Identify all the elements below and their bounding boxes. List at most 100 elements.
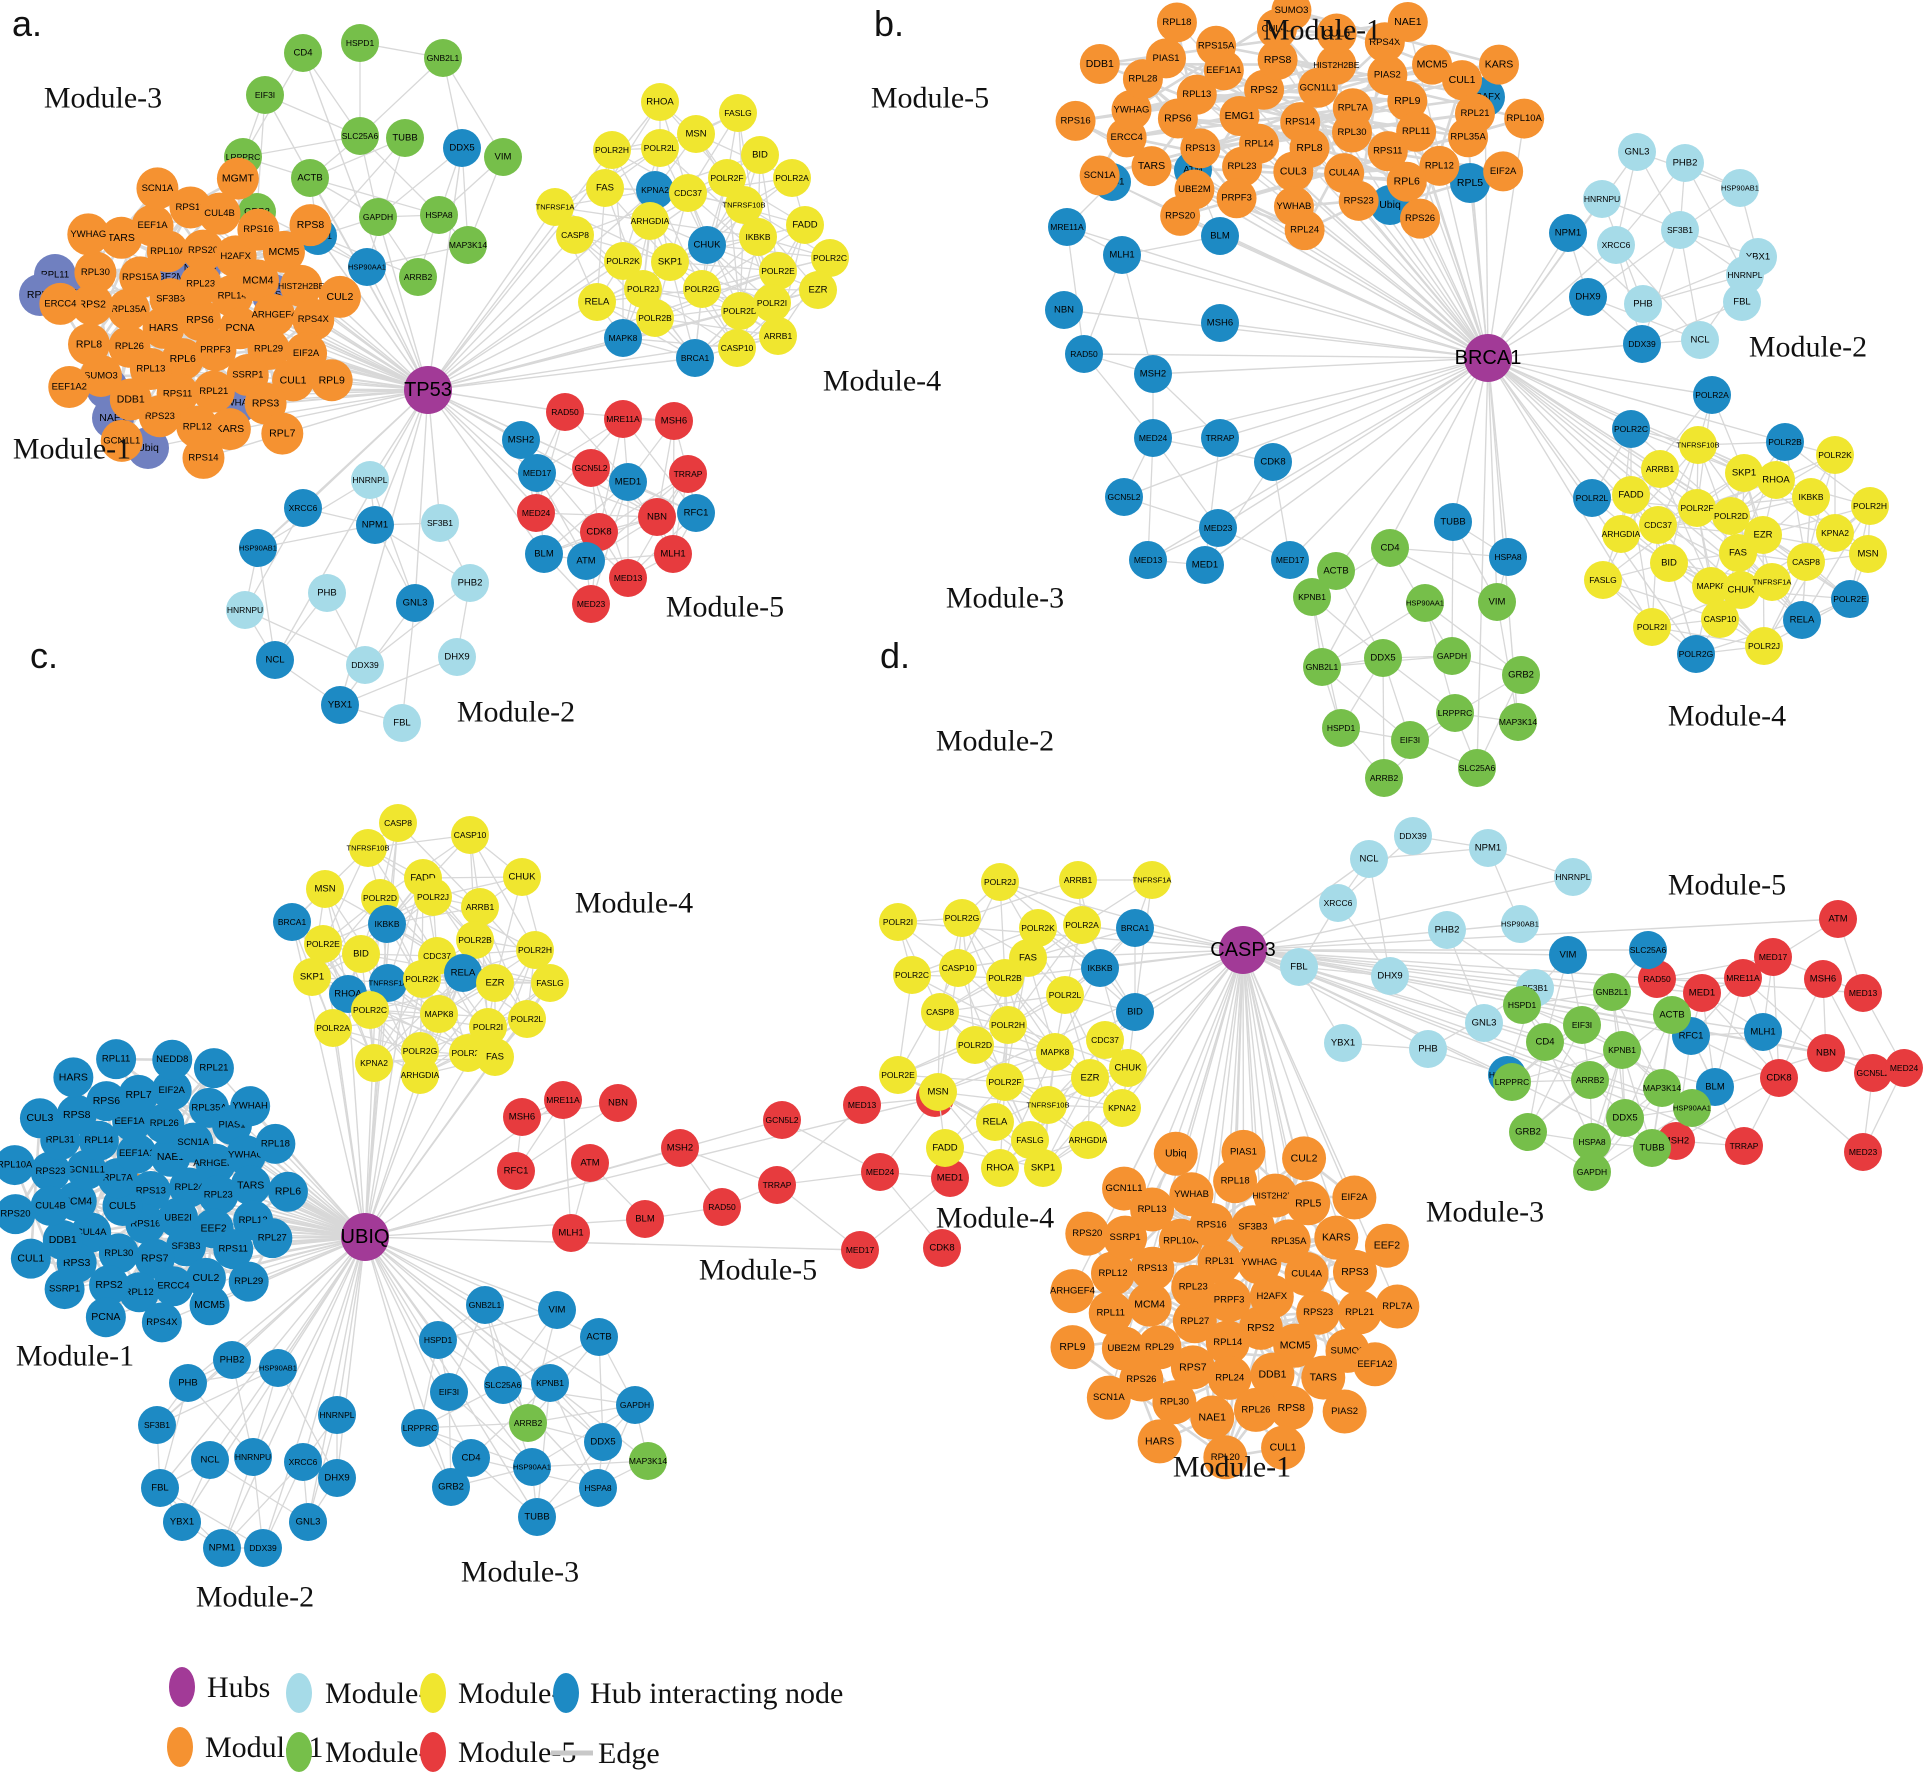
node-BRCA1[interactable]: BRCA1 <box>273 903 311 941</box>
node-MED23[interactable]: MED23 <box>572 585 610 623</box>
node-FBL[interactable]: FBL <box>141 1469 179 1507</box>
node-HSPD1[interactable]: HSPD1 <box>1503 986 1541 1024</box>
node-HNRNPL[interactable]: HNRNPL <box>318 1396 356 1434</box>
node-VIM[interactable]: VIM <box>484 138 522 176</box>
node-CUL3[interactable]: CUL3 <box>19 1098 60 1139</box>
node-GRB2[interactable]: GRB2 <box>432 1468 470 1506</box>
node-RPS20[interactable]: RPS20 <box>1065 1211 1110 1256</box>
node-MED24[interactable]: MED24 <box>1885 1049 1923 1087</box>
node-RPL30[interactable]: RPL30 <box>1332 112 1373 153</box>
node-BID[interactable]: BID <box>1116 993 1154 1031</box>
node-TNFRSF1A[interactable]: TNFRSF1A <box>1133 861 1172 899</box>
node-DDX5[interactable]: DDX5 <box>1364 639 1402 677</box>
node-EIF3I[interactable]: EIF3I <box>430 1373 468 1411</box>
node-POLR2A[interactable]: POLR2A <box>314 1009 352 1047</box>
node-RPL5[interactable]: RPL5 <box>1286 1181 1331 1226</box>
node-POLR2H[interactable]: POLR2H <box>593 131 631 169</box>
node-RELA[interactable]: RELA <box>578 283 616 321</box>
node-TRRAP[interactable]: TRRAP <box>758 1166 796 1204</box>
node-MED17[interactable]: MED17 <box>1271 541 1309 579</box>
node-ERCC4[interactable]: ERCC4 <box>153 1266 194 1307</box>
node-YBX1[interactable]: YBX1 <box>321 686 359 724</box>
node-BID[interactable]: BID <box>1650 544 1688 582</box>
node-MAPK8[interactable]: MAPK8 <box>420 995 458 1033</box>
node-MCM5[interactable]: MCM5 <box>189 1285 230 1326</box>
node-RPL7A[interactable]: RPL7A <box>1375 1284 1420 1329</box>
node-POLR2G[interactable]: POLR2G <box>1677 635 1715 673</box>
node-NCL[interactable]: NCL <box>1350 840 1388 878</box>
node-CD4[interactable]: CD4 <box>1526 1023 1564 1061</box>
node-RPL11[interactable]: RPL11 <box>1088 1291 1133 1336</box>
node-MAPK8[interactable]: MAPK8 <box>1036 1033 1074 1071</box>
node-DDX5[interactable]: DDX5 <box>584 1423 622 1461</box>
node-MRE11A[interactable]: MRE11A <box>1048 208 1086 246</box>
node-HSPA8[interactable]: HSPA8 <box>1489 538 1527 576</box>
node-MSN[interactable]: MSN <box>306 870 344 908</box>
node-BRCA1[interactable]: BRCA1 <box>1116 909 1154 947</box>
node-CHUK[interactable]: CHUK <box>503 858 541 896</box>
node-RPL26[interactable]: RPL26 <box>1233 1387 1278 1432</box>
node-LRPPRC[interactable]: LRPPRC <box>401 1409 439 1447</box>
node-MRE11A[interactable]: MRE11A <box>544 1081 582 1119</box>
node-RPL18[interactable]: RPL18 <box>1156 2 1197 43</box>
node-ARRB1[interactable]: ARRB1 <box>759 317 797 355</box>
node-POLR2C[interactable]: POLR2C <box>1612 410 1650 448</box>
node-RAD50[interactable]: RAD50 <box>1065 335 1103 373</box>
node-RPL10A[interactable]: RPL10A <box>1504 98 1545 139</box>
node-MED13[interactable]: MED13 <box>609 559 647 597</box>
node-RAD50[interactable]: RAD50 <box>546 393 584 431</box>
node-MED23[interactable]: MED23 <box>1199 509 1237 547</box>
node-EEF1A2[interactable]: EEF1A2 <box>48 366 91 409</box>
node-RPL27[interactable]: RPL27 <box>252 1218 293 1259</box>
node-POLR2F[interactable]: POLR2F <box>986 1063 1024 1101</box>
node-IKBKB[interactable]: IKBKB <box>1081 949 1119 987</box>
node-RPL24[interactable]: RPL24 <box>1284 210 1325 251</box>
hub-UBIQ[interactable]: UBIQ <box>341 1213 390 1261</box>
node-MLH1[interactable]: MLH1 <box>1744 1013 1782 1051</box>
node-DHX9[interactable]: DHX9 <box>1371 957 1409 995</box>
node-RPL21[interactable]: RPL21 <box>1337 1290 1382 1335</box>
node-RPS15A[interactable]: RPS15A <box>1196 25 1237 66</box>
node-SCN1A[interactable]: SCN1A <box>1079 155 1120 196</box>
node-CD4[interactable]: CD4 <box>284 34 322 72</box>
node-XRCC6[interactable]: XRCC6 <box>284 1443 322 1481</box>
node-RPS13[interactable]: RPS13 <box>1180 128 1221 169</box>
node-MED17[interactable]: MED17 <box>841 1231 879 1269</box>
node-SLC25A6[interactable]: SLC25A6 <box>1458 749 1496 787</box>
node-YWHAH[interactable]: YWHAH <box>230 1086 271 1127</box>
node-ARRB2[interactable]: ARRB2 <box>1365 759 1403 797</box>
node-NAE1[interactable]: NAE1 <box>1387 1 1428 42</box>
node-MSH6[interactable]: MSH6 <box>1201 304 1239 342</box>
node-BRCA1[interactable]: BRCA1 <box>676 339 714 377</box>
node-MSH2[interactable]: MSH2 <box>661 1129 699 1167</box>
node-RPL10A[interactable]: RPL10A <box>0 1145 35 1186</box>
node-GRB2[interactable]: GRB2 <box>1509 1113 1547 1151</box>
node-CUL2[interactable]: CUL2 <box>1282 1136 1327 1181</box>
node-MRE11A[interactable]: MRE11A <box>604 400 642 438</box>
node-CUL1[interactable]: CUL1 <box>10 1238 51 1279</box>
node-GRB2[interactable]: GRB2 <box>1502 656 1540 694</box>
node-HSP90AB1[interactable]: HSP90AB1 <box>1721 169 1759 207</box>
node-PHB[interactable]: PHB <box>169 1364 207 1402</box>
node-BLM[interactable]: BLM <box>525 535 563 573</box>
node-DDX39[interactable]: DDX39 <box>1623 325 1661 363</box>
node-RELA[interactable]: RELA <box>1783 601 1821 639</box>
node-NPM1[interactable]: NPM1 <box>203 1529 241 1567</box>
node-POLR2B[interactable]: POLR2B <box>636 299 674 337</box>
node-SCN1A[interactable]: SCN1A <box>136 167 179 210</box>
node-GAPDH[interactable]: GAPDH <box>1573 1153 1611 1191</box>
node-PHB2[interactable]: PHB2 <box>1428 911 1466 949</box>
node-MRE11A[interactable]: MRE11A <box>1724 959 1762 997</box>
node-EIF2A[interactable]: EIF2A <box>1332 1175 1377 1220</box>
node-FASLG[interactable]: FASLG <box>531 964 569 1002</box>
node-POLR2C[interactable]: POLR2C <box>893 956 931 994</box>
node-SLC25A6[interactable]: SLC25A6 <box>341 117 379 155</box>
node-Ubiq[interactable]: Ubiq <box>1153 1131 1198 1176</box>
node-FADD[interactable]: FADD <box>786 206 824 244</box>
node-ARRB2[interactable]: ARRB2 <box>399 258 437 296</box>
node-PHB[interactable]: PHB <box>308 574 346 612</box>
node-ARRB2[interactable]: ARRB2 <box>509 1404 547 1442</box>
node-HSPD1[interactable]: HSPD1 <box>1322 709 1360 747</box>
node-GCN1L1[interactable]: GCN1L1 <box>1102 1166 1147 1211</box>
hub-BRCA1[interactable]: BRCA1 <box>1455 334 1522 382</box>
